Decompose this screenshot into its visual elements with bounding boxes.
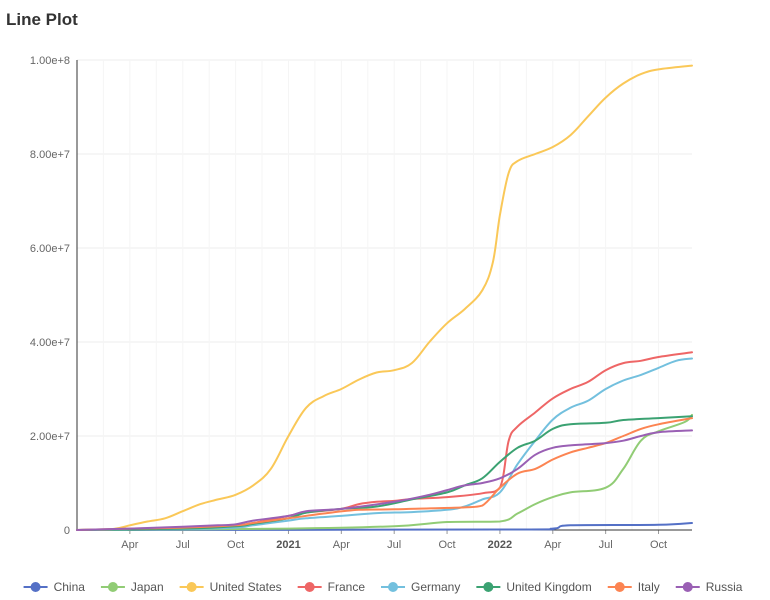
x-tick-label: Jul	[176, 539, 190, 551]
series-layer	[76, 64, 693, 531]
y-tick-label: 8.00e+7	[30, 149, 70, 161]
legend-item-united-states[interactable]: United States	[179, 580, 282, 594]
y-tick-label: 0	[64, 525, 70, 537]
legend-item-germany[interactable]: Germany	[381, 580, 460, 594]
legend: China Japan United States France Germany Unit…	[23, 580, 743, 594]
x-tick-label: Oct	[650, 539, 667, 551]
legend-item-france[interactable]: France	[297, 580, 366, 594]
x-tick-label: Apr	[544, 539, 561, 551]
legend-item-japan[interactable]: Japan	[100, 580, 164, 594]
grid	[76, 59, 692, 531]
legend-item-united-kingdom[interactable]: United Kingdom	[476, 580, 592, 594]
y-tick-label: 1.00e+8	[30, 55, 70, 67]
x-tick-label: Apr	[121, 539, 138, 551]
x-axis: Apr Jul Oct 2021 Apr Jul Oct 2022 Apr Jul Oct	[77, 529, 692, 551]
series-line-united-states[interactable]	[76, 64, 693, 531]
legend-marker	[388, 582, 399, 592]
legend-label: Italy	[638, 580, 660, 594]
legend-label: United Kingdom	[506, 580, 591, 594]
legend-item-china[interactable]: China	[23, 580, 86, 594]
x-tick-label: Apr	[333, 539, 350, 551]
legend-marker	[107, 582, 118, 592]
x-tick-label: Oct	[438, 539, 455, 551]
x-tick-label: Oct	[227, 539, 244, 551]
legend-label: Japan	[131, 580, 164, 594]
y-axis: 0 2.00e+7 4.00e+7 6.00e+7 8.00e+7 1.00e+8	[30, 55, 78, 537]
series-line-italy[interactable]	[76, 417, 693, 531]
series-line-russia[interactable]	[76, 429, 693, 531]
legend-item-italy[interactable]: Italy	[607, 580, 660, 594]
legend-label: United States	[210, 580, 282, 594]
y-tick-label: 2.00e+7	[30, 431, 70, 443]
y-tick-label: 4.00e+7	[30, 337, 70, 349]
series-line-china[interactable]	[76, 522, 693, 531]
x-tick-label: 2021	[276, 539, 300, 551]
x-tick-label: Jul	[599, 539, 613, 551]
legend-label: Russia	[706, 580, 743, 594]
legend-marker	[614, 582, 625, 592]
legend-marker	[186, 582, 197, 592]
x-tick-label: Jul	[387, 539, 401, 551]
legend-label: China	[54, 580, 86, 594]
legend-label: Germany	[411, 580, 460, 594]
legend-marker	[483, 582, 494, 592]
legend-marker	[682, 582, 693, 592]
legend-label: France	[328, 580, 366, 594]
y-tick-label: 6.00e+7	[30, 243, 70, 255]
x-tick-label: 2022	[488, 539, 512, 551]
legend-marker	[304, 582, 315, 592]
legend-item-russia[interactable]: Russia	[675, 580, 743, 594]
legend-marker	[30, 582, 41, 592]
chart-title: Line Plot	[6, 10, 78, 29]
series-line-germany[interactable]	[76, 357, 693, 531]
